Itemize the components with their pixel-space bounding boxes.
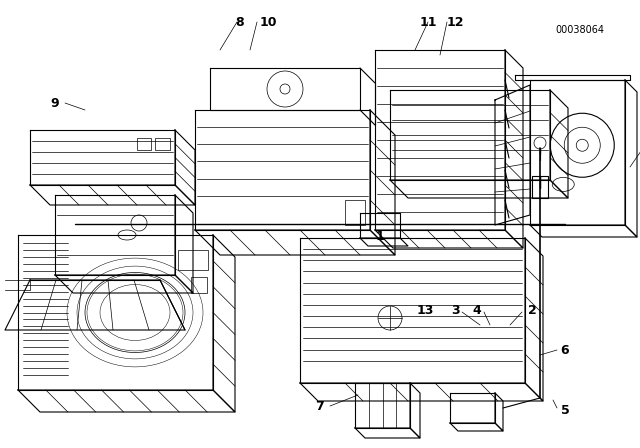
Text: 4: 4 [472,303,481,316]
Text: 11: 11 [419,16,436,29]
Text: 12: 12 [446,16,464,29]
Text: 7: 7 [316,400,324,413]
Bar [178,250,208,270]
Text: 2: 2 [527,303,536,316]
Text: 5: 5 [561,404,570,417]
Bar [137,138,151,150]
Text: 13: 13 [416,303,434,316]
Bar [155,138,170,150]
Bar [191,277,207,293]
Text: 00038064: 00038064 [556,25,605,35]
Text: 1: 1 [376,229,385,242]
Text: 3: 3 [451,303,460,316]
Text: 9: 9 [51,96,60,109]
Text: 8: 8 [236,16,244,29]
Bar [345,200,365,225]
Text: 6: 6 [561,344,570,357]
Text: 10: 10 [259,16,276,29]
Bar [532,176,548,198]
